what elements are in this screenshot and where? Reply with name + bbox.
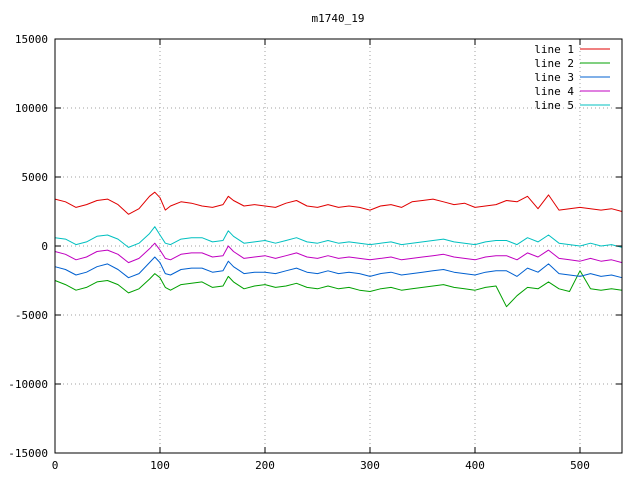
series-line-2 [54,270,623,308]
y-tick-label: -10000 [8,378,48,391]
y-tick-label: -15000 [8,447,48,460]
x-tick-label: 200 [255,459,275,472]
x-tick-label: 400 [465,459,485,472]
series-line-5 [54,226,623,248]
legend-label: line 1 [534,43,574,56]
y-tick-label: -5000 [15,309,48,322]
chart-title: m1740_19 [312,12,365,25]
x-tick-label: 300 [360,459,380,472]
axis-ticks: 0 100 200 300 400 500 -15000 -10000 -5000 0 5000 10… [8,33,622,472]
legend-label: line 5 [534,99,574,112]
series-lines [54,191,623,308]
y-tick-label: 10000 [15,102,48,115]
x-tick-label: 500 [570,459,590,472]
y-tick-label: 5000 [22,171,49,184]
legend-label: line 3 [534,71,574,84]
grid [55,39,622,453]
series-line-3 [54,256,623,279]
series-line-4 [54,242,623,264]
legend-label: line 4 [534,85,574,98]
y-tick-label: 15000 [15,33,48,46]
y-tick-label: 0 [41,240,48,253]
series-line-1 [54,191,623,215]
x-tick-label: 0 [52,459,59,472]
legend-label: line 2 [534,57,574,70]
x-tick-label: 100 [150,459,170,472]
